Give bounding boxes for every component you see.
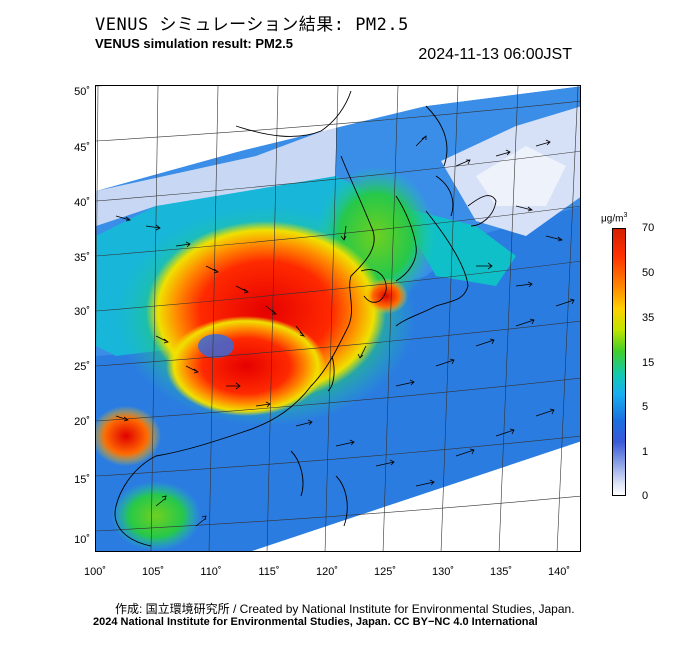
lon-label-125: 125˚	[373, 566, 397, 578]
pm25-map	[95, 85, 581, 552]
title-english: VENUS simulation result: PM2.5	[95, 36, 293, 51]
lat-label-10: 10˚	[74, 534, 90, 546]
lat-label-15: 15˚	[74, 474, 90, 486]
forecast-timestamp: 2024-11-13 06:00JST	[418, 46, 572, 63]
license-line: 2024 National Institute for Environmenta…	[93, 616, 538, 628]
lat-label-20: 20˚	[74, 416, 90, 428]
lat-label-50: 50˚	[74, 86, 90, 98]
lon-label-140: 140˚	[547, 566, 571, 578]
colorbar-tick-35: 35	[642, 312, 655, 324]
colorbar-tick-0: 0	[642, 490, 649, 502]
lon-label-115: 115˚	[258, 566, 280, 578]
lat-label-40: 40˚	[74, 197, 90, 209]
colorbar-tick-50: 50	[642, 267, 655, 279]
lon-label-100: 100˚	[83, 566, 107, 578]
title-japanese: VENUS シミュレーション結果: PM2.5	[95, 15, 409, 35]
wind-vectors	[115, 135, 575, 527]
lon-label-135: 135˚	[489, 566, 513, 578]
lon-label-110: 110˚	[200, 566, 222, 578]
lat-label-35: 35˚	[74, 252, 90, 264]
graticule	[96, 86, 580, 551]
lat-label-30: 30˚	[74, 306, 90, 318]
colorbar-tick-70: 70	[642, 222, 655, 234]
lon-label-105: 105˚	[141, 566, 165, 578]
colorbar-tick-5: 5	[642, 401, 649, 413]
lon-label-130: 130˚	[431, 566, 455, 578]
credit-line: 作成: 国立環境研究所 / Created by National Instit…	[115, 602, 575, 616]
lat-label-25: 25˚	[74, 361, 90, 373]
lat-label-45: 45˚	[74, 142, 90, 154]
colorbar-tick-15: 15	[642, 357, 655, 369]
lon-label-120: 120˚	[315, 566, 339, 578]
colorbar	[612, 228, 626, 496]
colorbar-unit: μg/m3	[601, 212, 628, 225]
coastlines	[114, 90, 497, 547]
colorbar-tick-1: 1	[642, 446, 649, 458]
